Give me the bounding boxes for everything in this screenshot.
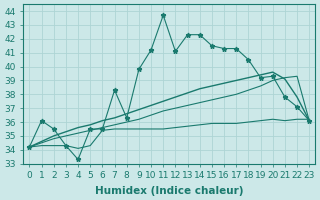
- X-axis label: Humidex (Indice chaleur): Humidex (Indice chaleur): [95, 186, 244, 196]
